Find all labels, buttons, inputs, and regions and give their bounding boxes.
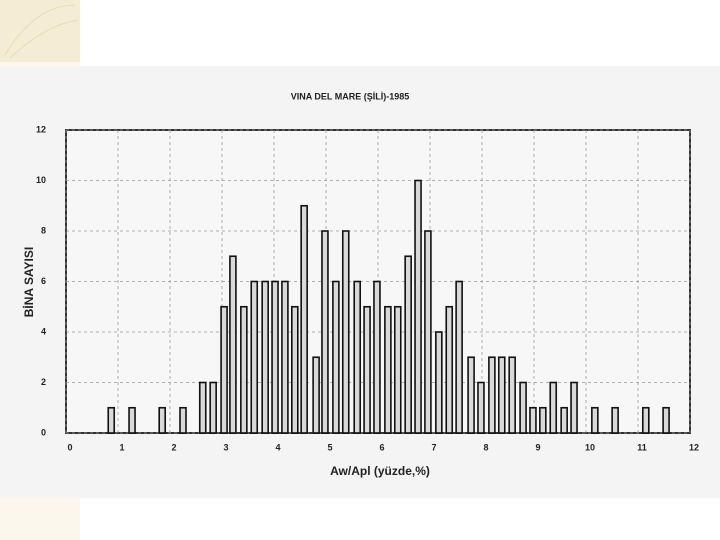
y-tick-label: 12: [36, 124, 46, 134]
x-axis-label: Aw/Apl (yüzde,%): [330, 464, 430, 478]
x-tick-label: 7: [431, 442, 436, 452]
bar: [488, 356, 496, 434]
y-tick-label: 6: [41, 276, 46, 286]
x-tick-label: 12: [689, 442, 699, 452]
x-tick-label: 3: [223, 442, 228, 452]
x-tick-label: 4: [275, 442, 280, 452]
x-tick-label: 0: [67, 442, 72, 452]
bar: [424, 230, 432, 434]
bar: [290, 305, 299, 434]
chart-title: VINA DEL MARE (ŞİLİ)-1985: [291, 91, 410, 101]
bar: [198, 381, 207, 434]
x-tick-label: 2: [171, 442, 176, 452]
bar: [220, 305, 228, 434]
bar: [300, 204, 308, 434]
bar: [519, 381, 527, 434]
y-axis-label: BİNA SAYISI: [21, 247, 36, 317]
y-tick-label: 0: [41, 427, 46, 437]
bar: [158, 406, 166, 434]
x-tick-label: 11: [637, 442, 647, 452]
x-tick-label: 5: [327, 442, 332, 452]
bar: [128, 406, 136, 434]
bar: [281, 280, 289, 434]
x-tick-label: 9: [535, 442, 540, 452]
slide-corner: [0, 0, 80, 62]
bar: [641, 406, 650, 434]
bar: [539, 406, 547, 434]
bar: [497, 356, 506, 434]
y-tick-label: 8: [41, 225, 46, 235]
bar: [662, 406, 670, 434]
x-tick-label: 6: [379, 442, 384, 452]
bar: [508, 356, 516, 434]
bar: [560, 406, 568, 434]
corner-decoration: [4, 4, 79, 59]
bar: [435, 331, 443, 434]
bar: [229, 255, 237, 434]
bar: [107, 406, 116, 434]
bar: [209, 381, 217, 434]
bar: [529, 406, 537, 434]
x-tick-label: 10: [585, 442, 595, 452]
bar: [393, 305, 402, 434]
bar: [467, 356, 475, 434]
bar: [373, 280, 381, 434]
bar: [341, 230, 350, 434]
bar: [179, 406, 187, 434]
bar: [271, 280, 279, 434]
bar: [404, 255, 412, 434]
bar: [611, 406, 619, 434]
bar: [445, 305, 454, 434]
y-tick-label: 4: [41, 326, 46, 336]
bar: [477, 381, 485, 434]
y-tick-label: 10: [36, 175, 46, 185]
bar: [312, 356, 320, 434]
bar: [414, 179, 422, 434]
bar: [261, 280, 269, 434]
bar: [240, 305, 248, 434]
bar: [321, 230, 329, 434]
bar: [332, 280, 340, 434]
bar: [591, 406, 599, 434]
y-tick-label: 2: [41, 377, 46, 387]
bar: [363, 305, 371, 434]
x-tick-label: 1: [119, 442, 124, 452]
bar: [353, 280, 362, 434]
bar: [250, 280, 259, 434]
bar: [549, 381, 558, 434]
bar: [384, 305, 392, 434]
bar: [570, 381, 578, 434]
x-tick-label: 8: [483, 442, 488, 452]
bar: [455, 280, 463, 434]
